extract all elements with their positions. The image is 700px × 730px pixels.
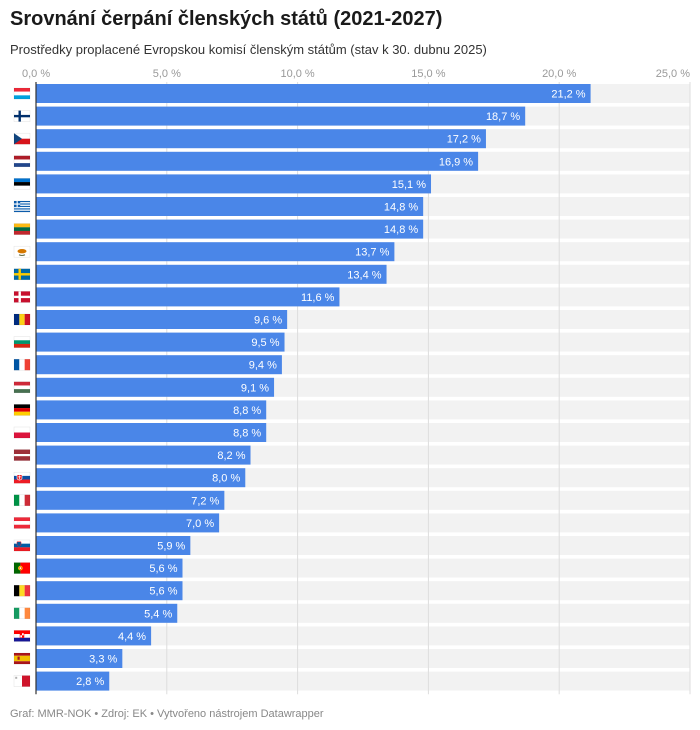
chart-footer: Graf: MMR-NOK • Zdroj: EK • Vytvořeno ná… bbox=[10, 708, 324, 720]
flag-spain-icon bbox=[13, 652, 31, 665]
x-tick-label: 5,0 % bbox=[153, 68, 181, 80]
bar-lv bbox=[36, 445, 251, 465]
bar-value-label: 17,2 % bbox=[447, 134, 481, 146]
flag-slovenia-icon bbox=[13, 539, 31, 552]
bar-value-label: 18,7 % bbox=[486, 111, 520, 123]
bar-pt bbox=[36, 558, 183, 578]
bar-dk bbox=[36, 287, 340, 307]
flag-malta-icon bbox=[13, 675, 31, 687]
bar-value-label: 2,8 % bbox=[76, 676, 104, 688]
bar-de bbox=[36, 400, 267, 420]
bar-si bbox=[36, 536, 191, 555]
flag-greece-icon bbox=[13, 200, 31, 213]
bar-value-label: 7,2 % bbox=[191, 495, 219, 507]
bar-it bbox=[36, 490, 225, 510]
bar-value-label: 9,6 % bbox=[254, 315, 282, 327]
bar-value-label: 16,9 % bbox=[439, 156, 473, 168]
bar-value-label: 11,6 % bbox=[301, 292, 335, 304]
flag-italy-icon bbox=[13, 494, 31, 507]
bar-fi bbox=[36, 106, 526, 126]
bar-bg bbox=[36, 332, 285, 352]
x-tick-label: 20,0 % bbox=[542, 68, 576, 80]
flag-lithuania-icon bbox=[13, 223, 31, 235]
bar-value-label: 4,4 % bbox=[118, 631, 146, 643]
bar-ie bbox=[36, 603, 178, 623]
flag-netherlands-icon bbox=[13, 155, 31, 168]
bar-value-label: 9,4 % bbox=[249, 360, 277, 372]
bar-nl bbox=[36, 151, 479, 171]
row-background bbox=[36, 603, 690, 623]
bar-cz bbox=[36, 129, 486, 149]
row-background bbox=[36, 649, 690, 668]
bar-value-label: 5,6 % bbox=[149, 563, 177, 575]
flag-germany-icon bbox=[13, 404, 31, 416]
bar-hr bbox=[36, 626, 152, 646]
bar-es bbox=[36, 649, 123, 668]
bar-ro bbox=[36, 310, 288, 329]
flag-poland-icon bbox=[13, 426, 31, 439]
x-tick-label: 15,0 % bbox=[411, 68, 445, 80]
bar-sk bbox=[36, 468, 246, 488]
bar-be bbox=[36, 581, 183, 601]
row-background bbox=[36, 558, 690, 578]
flag-hungary-icon bbox=[13, 381, 31, 394]
bar-hu bbox=[36, 377, 275, 397]
flag-latvia-icon bbox=[13, 449, 31, 461]
bar-fr bbox=[36, 355, 282, 375]
flag-sweden-icon bbox=[13, 268, 31, 281]
bar-at bbox=[36, 513, 220, 533]
bar-value-label: 5,6 % bbox=[149, 586, 177, 598]
row-background bbox=[36, 581, 690, 601]
bar-value-label: 8,0 % bbox=[212, 473, 240, 485]
flag-croatia-icon bbox=[13, 630, 31, 642]
x-tick-label: 25,0 % bbox=[656, 68, 690, 80]
bar-value-label: 8,8 % bbox=[233, 405, 261, 417]
row-background bbox=[36, 671, 690, 691]
bar-mt bbox=[36, 671, 110, 691]
bar-value-label: 5,9 % bbox=[157, 541, 185, 553]
bar-value-label: 13,4 % bbox=[347, 269, 381, 281]
bar-value-label: 15,1 % bbox=[392, 179, 426, 191]
flag-bulgaria-icon bbox=[13, 336, 31, 348]
bar-value-label: 14,8 % bbox=[384, 224, 418, 236]
flag-denmark-icon bbox=[13, 291, 31, 303]
flag-finland-icon bbox=[13, 110, 31, 122]
flag-ireland-icon bbox=[13, 607, 31, 620]
bar-value-label: 13,7 % bbox=[355, 247, 389, 259]
chart-title: Srovnání čerpání členských států (2021-2… bbox=[10, 8, 443, 30]
bar-value-label: 3,3 % bbox=[89, 654, 117, 666]
bar-value-label: 8,2 % bbox=[217, 450, 245, 462]
flag-romania-icon bbox=[13, 313, 31, 326]
bar-lu bbox=[36, 84, 591, 103]
flag-france-icon bbox=[13, 358, 31, 371]
bar-pl bbox=[36, 423, 267, 442]
flag-estonia-icon bbox=[13, 178, 31, 190]
bar-se bbox=[36, 264, 387, 284]
bar-lt bbox=[36, 219, 424, 239]
flag-cyprus-icon bbox=[13, 245, 31, 258]
chart-subtitle: Prostředky proplacené Evropskou komisí č… bbox=[10, 42, 487, 57]
bar-value-label: 5,4 % bbox=[144, 608, 172, 620]
row-background bbox=[36, 626, 690, 646]
x-tick-label: 10,0 % bbox=[280, 68, 314, 80]
bar-value-label: 9,5 % bbox=[251, 337, 279, 349]
bar-value-label: 7,0 % bbox=[186, 518, 214, 530]
bar-ee bbox=[36, 174, 432, 194]
bar-chart: 0,0 % 5,0 % 10,0 % 15,0 % 20,0 % 25,0 % 21,2 … bbox=[13, 68, 691, 695]
flag-austria-icon bbox=[13, 517, 31, 529]
bar-value-label: 8,8 % bbox=[233, 428, 261, 440]
bar-value-label: 9,1 % bbox=[241, 382, 269, 394]
bar-gr bbox=[36, 197, 424, 216]
bar-cy bbox=[36, 242, 395, 262]
flag-portugal-icon bbox=[13, 562, 31, 574]
bar-value-label: 21,2 % bbox=[551, 89, 585, 101]
flag-czechia-icon bbox=[13, 132, 31, 145]
row-background bbox=[36, 536, 690, 555]
x-tick-label: 0,0 % bbox=[22, 68, 50, 80]
flag-slovakia-icon bbox=[13, 471, 31, 484]
bar-value-label: 14,8 % bbox=[384, 202, 418, 214]
flag-belgium-icon bbox=[13, 584, 31, 597]
flag-luxembourg-icon bbox=[13, 87, 31, 100]
